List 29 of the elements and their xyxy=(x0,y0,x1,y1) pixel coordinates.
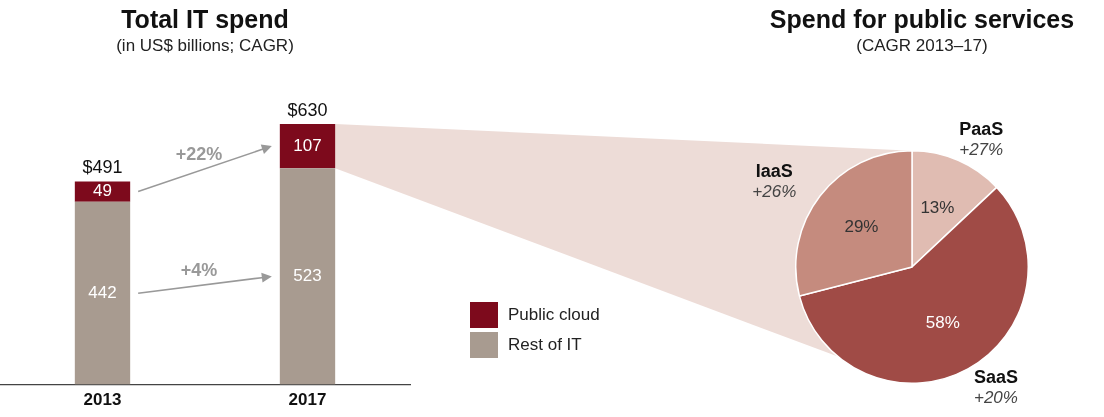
data-label: 49 xyxy=(93,181,112,201)
chart-subtitle: (in US$ billions; CAGR) xyxy=(115,36,295,56)
text: +20% xyxy=(973,387,1018,407)
bar xyxy=(74,181,131,202)
data-label: 13% xyxy=(920,198,955,218)
data-label: 442 xyxy=(88,282,117,302)
x-tick-label: 2013 xyxy=(83,390,122,410)
slice-label: SaaS xyxy=(973,367,1018,388)
text: +27% xyxy=(959,139,1004,159)
annotation: +4% xyxy=(180,259,218,281)
slice-label: IaaS xyxy=(755,161,793,182)
chart-title: Total IT spend xyxy=(120,4,290,34)
bar xyxy=(279,123,336,169)
annotation: +22% xyxy=(175,143,223,165)
chart-title: Spend for public services xyxy=(768,4,1076,34)
bar xyxy=(74,201,131,385)
total-label: $491 xyxy=(82,157,123,178)
data-label: 58% xyxy=(925,312,960,332)
bar xyxy=(279,168,336,385)
total-label: $630 xyxy=(287,99,328,120)
x-tick-label: 2017 xyxy=(288,390,327,410)
chart-subtitle: (CAGR 2013–17) xyxy=(855,36,989,56)
text: +26% xyxy=(752,182,797,201)
data-label: 107 xyxy=(293,135,322,155)
legend-label: Public cloud xyxy=(508,305,600,325)
legend-label: Rest of IT xyxy=(508,335,582,355)
data-label: 523 xyxy=(293,266,322,286)
slice-label: PaaS xyxy=(959,119,1004,140)
data-label: 29% xyxy=(844,217,879,237)
